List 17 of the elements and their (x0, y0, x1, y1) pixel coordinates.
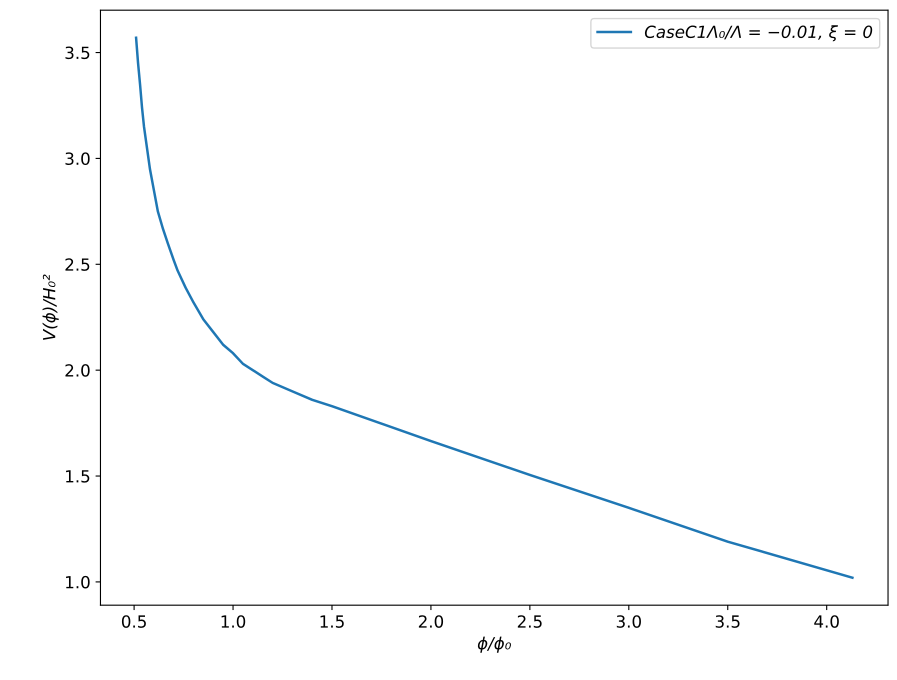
x-tick-label: 2.0 (418, 615, 444, 628)
x-tick-label: 3.5 (716, 615, 740, 628)
x-axis-title: ϕ/ϕ₀ (478, 636, 511, 653)
y-axis-title: V(ϕ)/H₀² (42, 274, 59, 340)
x-tick-label: 1.0 (222, 615, 246, 628)
x-tick-label: 0.5 (122, 615, 146, 628)
x-tick-label: 1.5 (320, 615, 344, 628)
y-tick-label: 3.5 (66, 46, 90, 60)
x-tick-label: 4.0 (814, 615, 839, 628)
y-tick-label: 2.0 (65, 364, 90, 377)
legend-label: CaseC1Λ₀/Λ = −0.01, ξ = 0 (644, 25, 872, 42)
y-tick-label: 3.0 (66, 152, 90, 165)
y-tick-label: 1.0 (66, 576, 90, 588)
y-tick-label: 1.5 (66, 470, 90, 483)
y-tick-label: 2.5 (65, 258, 90, 271)
x-tick-label: 2.5 (518, 615, 542, 628)
x-tick-label: 3.0 (616, 615, 641, 628)
